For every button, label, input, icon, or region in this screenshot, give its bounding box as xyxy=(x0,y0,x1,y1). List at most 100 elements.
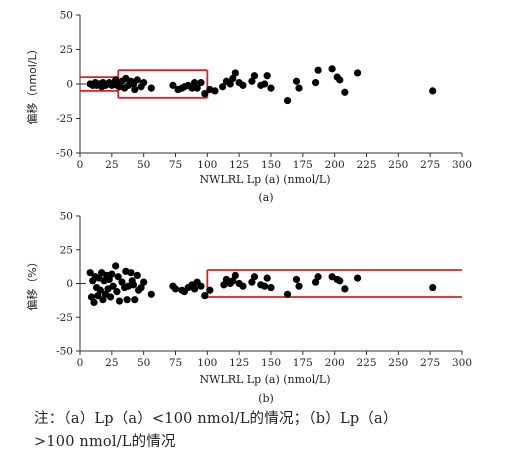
data-point xyxy=(250,72,259,80)
x-tick-label: 150 xyxy=(261,357,281,369)
x-tick-label: 50 xyxy=(137,159,150,171)
data-point xyxy=(188,84,196,92)
data-point xyxy=(295,84,303,92)
x-tick-label: 25 xyxy=(105,159,118,171)
data-point xyxy=(108,270,116,278)
data-point xyxy=(133,271,141,279)
data-point xyxy=(127,269,135,277)
y-tick-label: -25 xyxy=(56,113,73,125)
data-point xyxy=(131,85,139,94)
x-tick-label: 0 xyxy=(77,159,84,171)
data-point xyxy=(248,77,256,85)
data-point xyxy=(94,292,102,300)
y-tick-label: -50 xyxy=(56,346,73,358)
data-point xyxy=(341,88,349,96)
figure-note-line-2: >100 nmol/L的情况 xyxy=(34,434,176,450)
y-tick-label: 0 xyxy=(66,79,73,91)
data-point xyxy=(239,81,247,89)
data-point xyxy=(267,84,275,92)
data-point xyxy=(231,69,239,77)
data-point xyxy=(87,293,96,301)
data-point xyxy=(429,283,437,292)
panel-label: (b) xyxy=(258,392,274,405)
x-tick-label: 50 xyxy=(137,357,150,369)
data-point xyxy=(137,283,145,292)
x-tick-label: 175 xyxy=(293,159,313,171)
data-point xyxy=(86,269,94,277)
data-point xyxy=(311,79,320,87)
data-point xyxy=(140,79,148,87)
y-axis-title: 偏移（nmol/L） xyxy=(25,43,39,124)
figure-note-line-1: 注：（a）Lp（a）<100 nmol/L的情况；（b）Lp（a） xyxy=(34,411,398,427)
panel-label: (a) xyxy=(258,191,273,204)
y-tick-label: 0 xyxy=(66,278,73,290)
data-point xyxy=(201,292,209,300)
y-tick-label: 25 xyxy=(60,44,73,56)
data-point xyxy=(140,278,148,286)
x-tick-label: 75 xyxy=(169,159,182,171)
data-point xyxy=(226,80,234,88)
data-point xyxy=(147,84,155,92)
data-point xyxy=(99,296,107,304)
x-tick-label: 300 xyxy=(452,159,472,171)
data-point xyxy=(106,293,115,301)
x-tick-label: 250 xyxy=(388,159,408,171)
x-tick-label: 225 xyxy=(356,357,376,369)
data-point xyxy=(250,273,259,281)
data-point xyxy=(118,278,126,286)
x-tick-label: 100 xyxy=(197,159,217,171)
data-point xyxy=(191,285,199,293)
data-point xyxy=(292,77,301,85)
data-point xyxy=(239,282,247,290)
x-tick-label: 125 xyxy=(229,159,249,171)
x-tick-label: 0 xyxy=(77,357,84,369)
data-point xyxy=(311,278,320,286)
data-point xyxy=(193,84,201,92)
data-point xyxy=(197,79,205,87)
data-point xyxy=(229,74,237,83)
data-point xyxy=(314,273,322,281)
data-point xyxy=(206,286,214,294)
data-point xyxy=(219,83,227,91)
x-tick-label: 275 xyxy=(420,159,440,171)
data-point xyxy=(131,296,139,304)
y-tick-label: 50 xyxy=(60,211,73,223)
data-point xyxy=(129,281,138,289)
x-tick-label: 125 xyxy=(229,357,249,369)
data-point xyxy=(341,285,349,293)
data-point xyxy=(109,282,117,290)
data-point xyxy=(211,87,219,95)
data-point xyxy=(328,65,336,73)
data-point xyxy=(90,298,98,306)
data-point xyxy=(336,76,344,84)
data-point xyxy=(314,66,322,74)
y-tick-label: 50 xyxy=(60,10,73,22)
data-point xyxy=(123,296,131,304)
data-point xyxy=(229,277,237,285)
x-tick-label: 275 xyxy=(420,357,440,369)
data-point xyxy=(292,275,301,284)
x-tick-label: 150 xyxy=(261,159,281,171)
data-point xyxy=(336,277,344,285)
y-tick-label: 25 xyxy=(60,244,73,256)
data-point xyxy=(263,72,271,80)
data-point xyxy=(133,76,141,84)
data-point xyxy=(353,274,362,282)
x-tick-label: 200 xyxy=(325,159,345,171)
data-point xyxy=(112,262,120,270)
data-point xyxy=(113,288,121,296)
data-point xyxy=(96,286,104,294)
x-axis-title: NWLRL Lp (a) (nmol/L) xyxy=(199,173,330,186)
data-point xyxy=(105,275,113,284)
panel-a-chart: -50 -25 0 25 50 0 25 50 75 100 125 150 175 200 225 250 2… xyxy=(25,10,472,205)
x-axis-title: NWLRL Lp (a) (nmol/L) xyxy=(199,373,330,386)
data-point xyxy=(295,282,303,290)
data-point xyxy=(147,290,155,298)
data-point xyxy=(169,81,177,89)
data-point xyxy=(429,87,437,95)
data-point xyxy=(267,283,275,292)
data-point xyxy=(191,79,199,87)
y-axis-title: 偏移（%） xyxy=(25,256,39,310)
data-point xyxy=(114,273,122,281)
